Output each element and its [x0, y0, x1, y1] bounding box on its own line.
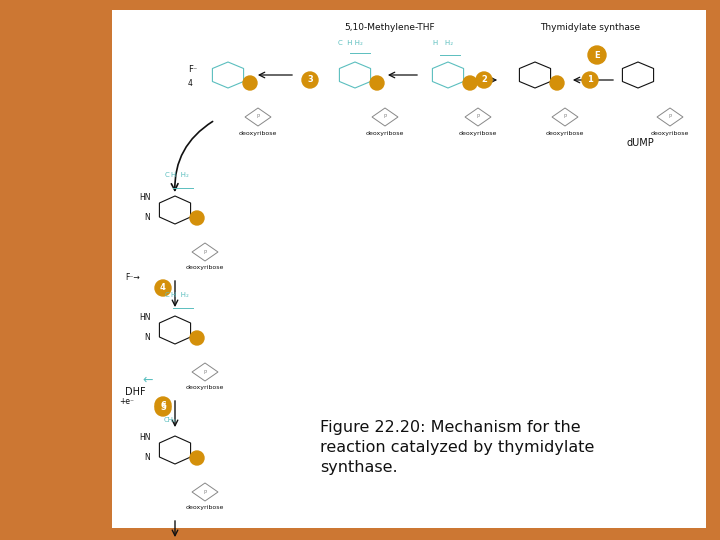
Text: P: P	[203, 249, 207, 254]
Text: synthase.: synthase.	[320, 460, 397, 475]
Text: ←: ←	[143, 374, 153, 387]
Text: P: P	[256, 114, 260, 119]
Text: 5,10-Methylene-THF: 5,10-Methylene-THF	[345, 24, 436, 32]
Text: CH₂: CH₂	[163, 417, 176, 423]
Circle shape	[190, 451, 204, 465]
Text: P: P	[477, 114, 480, 119]
Text: H  H₂: H H₂	[171, 172, 189, 178]
Text: P: P	[203, 369, 207, 375]
Text: C: C	[165, 292, 169, 298]
Text: 4: 4	[188, 78, 192, 87]
Circle shape	[155, 400, 171, 416]
Text: deoxyribose: deoxyribose	[651, 131, 689, 136]
Text: reaction catalyzed by thymidylate: reaction catalyzed by thymidylate	[320, 440, 595, 455]
Text: N: N	[144, 454, 150, 462]
Text: P: P	[203, 489, 207, 495]
Circle shape	[550, 76, 564, 90]
Text: dUMP: dUMP	[626, 138, 654, 148]
Text: HN: HN	[139, 314, 150, 322]
Text: deoxyribose: deoxyribose	[186, 505, 224, 510]
Text: E: E	[594, 51, 600, 59]
Text: 4: 4	[160, 284, 166, 293]
Text: 5: 5	[160, 403, 166, 413]
Text: Figure 22.20: Mechanism for the: Figure 22.20: Mechanism for the	[320, 420, 580, 435]
Text: C: C	[165, 172, 169, 178]
Text: H  H₂: H H₂	[171, 292, 189, 298]
Circle shape	[302, 72, 318, 88]
Circle shape	[155, 280, 171, 296]
Circle shape	[243, 76, 257, 90]
Circle shape	[476, 72, 492, 88]
Text: deoxyribose: deoxyribose	[239, 131, 277, 136]
Text: P: P	[668, 114, 672, 119]
Text: P: P	[563, 114, 567, 119]
Circle shape	[190, 211, 204, 225]
Circle shape	[155, 397, 171, 413]
Text: 1: 1	[587, 76, 593, 84]
Text: Thymidylate synthase: Thymidylate synthase	[540, 24, 640, 32]
Text: deoxyribose: deoxyribose	[546, 131, 584, 136]
Text: HN: HN	[139, 193, 150, 202]
Text: +e⁻: +e⁻	[120, 397, 135, 407]
Text: 2: 2	[481, 76, 487, 84]
Text: deoxyribose: deoxyribose	[186, 386, 224, 390]
Text: N: N	[144, 334, 150, 342]
Text: H   H₂: H H₂	[433, 40, 453, 46]
Circle shape	[370, 76, 384, 90]
Text: deoxyribose: deoxyribose	[186, 266, 224, 271]
Text: C  H H₂: C H H₂	[338, 40, 362, 46]
Text: deoxyribose: deoxyribose	[366, 131, 404, 136]
Text: F⁻: F⁻	[189, 65, 197, 75]
Circle shape	[463, 76, 477, 90]
Text: DHF: DHF	[125, 387, 145, 397]
Circle shape	[588, 46, 606, 64]
Text: deoxyribose: deoxyribose	[459, 131, 498, 136]
Text: N: N	[144, 213, 150, 222]
Circle shape	[582, 72, 598, 88]
Text: 3: 3	[307, 76, 313, 84]
Text: HN: HN	[139, 434, 150, 442]
Text: P: P	[383, 114, 387, 119]
Circle shape	[190, 331, 204, 345]
Text: F⁻→: F⁻→	[125, 273, 140, 282]
Text: 6: 6	[160, 401, 166, 409]
Bar	[112, 10, 706, 528]
